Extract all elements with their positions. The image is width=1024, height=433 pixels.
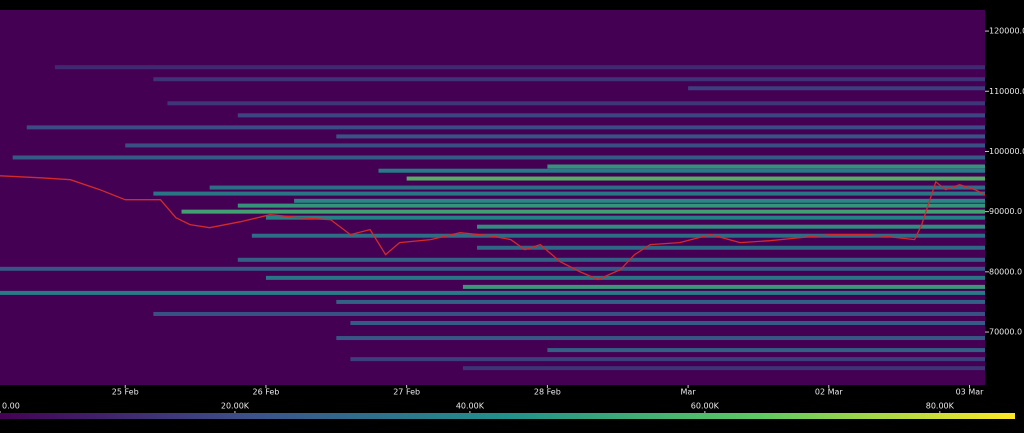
x-tick-label: 28 Feb — [534, 388, 561, 397]
colorbar-tick-label: 80.00K — [926, 402, 955, 411]
heat-band — [265, 215, 985, 220]
colorbar-tick-label: 40.00K — [456, 402, 485, 411]
heat-band — [251, 233, 986, 238]
heat-band — [406, 176, 985, 181]
x-tick-label: 03 Mar — [956, 388, 985, 397]
heat-band — [336, 336, 985, 341]
heat-band — [294, 198, 985, 203]
heat-band — [350, 357, 986, 362]
heat-band — [265, 275, 985, 280]
heat-band — [462, 366, 985, 371]
heat-band — [54, 65, 986, 70]
x-tick-label: 27 Feb — [393, 388, 420, 397]
heat-band — [547, 348, 985, 353]
heat-band — [547, 164, 985, 169]
heat-band — [153, 77, 986, 82]
heat-band — [12, 155, 985, 160]
heat-band — [350, 321, 986, 326]
heat-band — [181, 209, 985, 214]
heat-band — [378, 168, 985, 173]
heat-band — [237, 257, 986, 262]
y-tick-label: 70000.0 — [989, 328, 1022, 337]
heat-band — [237, 203, 986, 208]
x-tick-label: 02 Mar — [815, 388, 844, 397]
heat-band — [167, 101, 985, 106]
x-tick-label: Mar — [681, 388, 697, 397]
y-tick-label: 110000.0 — [989, 87, 1024, 96]
colorbar-tick-label: 60.00K — [691, 402, 720, 411]
y-tick-label: 120000.0 — [989, 27, 1024, 36]
colorbar — [0, 413, 1015, 419]
heat-band — [26, 125, 985, 130]
heat-band — [688, 86, 985, 91]
price-line — [0, 175, 986, 281]
heat-band — [477, 245, 985, 250]
heat-band — [237, 113, 986, 118]
heat-band — [336, 134, 985, 139]
heat-band — [462, 284, 985, 289]
y-tick-label: 80000.0 — [989, 267, 1022, 276]
heat-band — [153, 191, 986, 196]
y-tick-label: 100000.0 — [989, 147, 1024, 156]
colorbar-tick-label: 20.00K — [221, 402, 250, 411]
heat-band — [153, 311, 986, 316]
heat-band — [0, 290, 986, 295]
heat-band — [209, 185, 985, 190]
x-tick-label: 26 Feb — [253, 388, 280, 397]
x-tick-label: 25 Feb — [112, 388, 139, 397]
heat-band — [336, 299, 985, 304]
y-tick-label: 90000.0 — [989, 207, 1022, 216]
colorbar-tick-label: 0.00 — [2, 402, 20, 411]
heat-band — [0, 266, 986, 271]
heat-band — [125, 143, 985, 148]
heat-band — [477, 224, 985, 229]
